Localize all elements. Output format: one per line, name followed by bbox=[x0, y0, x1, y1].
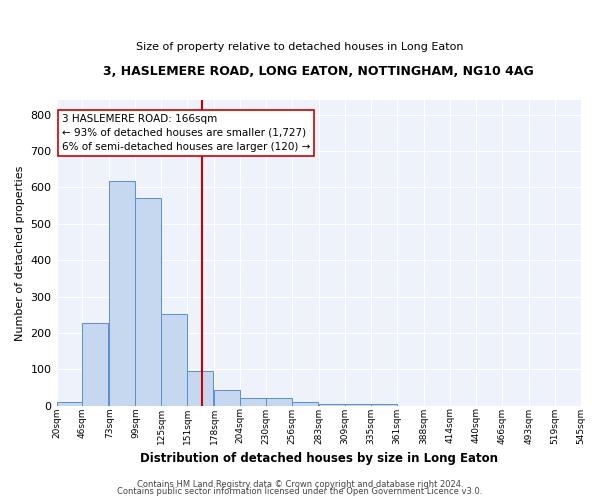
Title: 3, HASLEMERE ROAD, LONG EATON, NOTTINGHAM, NG10 4AG: 3, HASLEMERE ROAD, LONG EATON, NOTTINGHA… bbox=[103, 65, 534, 78]
X-axis label: Distribution of detached houses by size in Long Eaton: Distribution of detached houses by size … bbox=[140, 452, 497, 465]
Bar bbox=[82, 323, 109, 406]
Bar bbox=[161, 314, 187, 406]
Bar bbox=[371, 404, 397, 406]
Bar bbox=[56, 402, 82, 406]
Y-axis label: Number of detached properties: Number of detached properties bbox=[15, 166, 25, 340]
Bar bbox=[109, 181, 136, 406]
Bar bbox=[214, 390, 240, 406]
Text: Contains HM Land Registry data © Crown copyright and database right 2024.: Contains HM Land Registry data © Crown c… bbox=[137, 480, 463, 489]
Text: 3 HASLEMERE ROAD: 166sqm
← 93% of detached houses are smaller (1,727)
6% of semi: 3 HASLEMERE ROAD: 166sqm ← 93% of detach… bbox=[62, 114, 310, 152]
Bar bbox=[266, 398, 292, 406]
Text: Contains public sector information licensed under the Open Government Licence v3: Contains public sector information licen… bbox=[118, 487, 482, 496]
Bar bbox=[292, 402, 318, 406]
Bar bbox=[319, 404, 345, 406]
Bar bbox=[240, 398, 266, 406]
Bar bbox=[187, 370, 213, 406]
Bar bbox=[136, 198, 161, 406]
Bar bbox=[345, 404, 371, 406]
Text: Size of property relative to detached houses in Long Eaton: Size of property relative to detached ho… bbox=[136, 42, 464, 52]
